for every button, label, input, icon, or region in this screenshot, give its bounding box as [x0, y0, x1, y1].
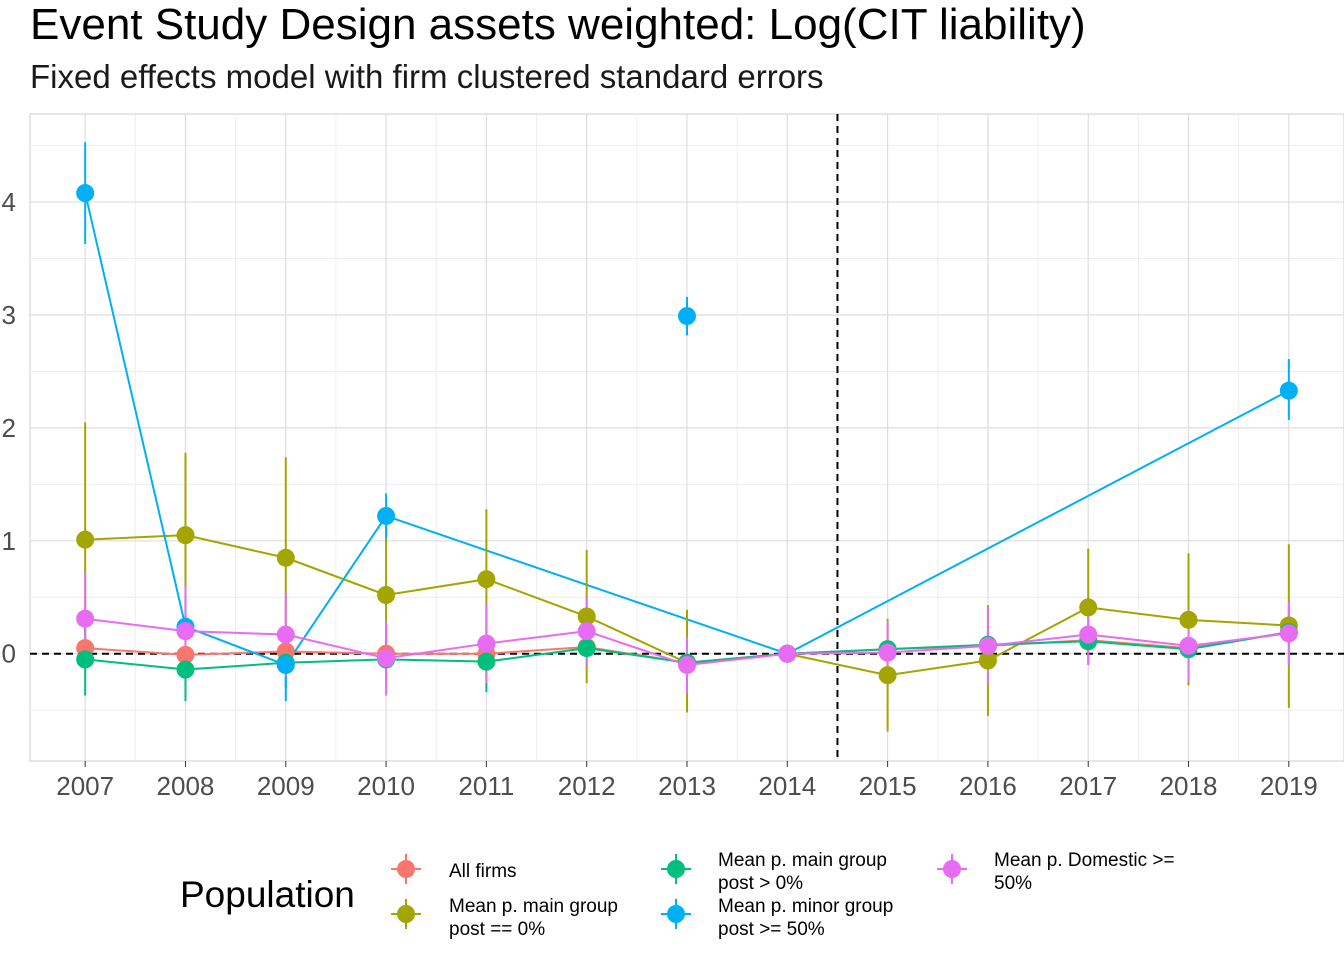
data-point-mean-p-domestic-50: [577, 622, 596, 641]
data-point-mean-p-main-group-post-0: [176, 526, 195, 545]
data-point-mean-p-main-group-post-0: [76, 650, 95, 669]
data-point-mean-p-domestic-50: [778, 644, 797, 663]
reference-lines: [30, 114, 1344, 761]
legend-label-mean-p-domestic-50: Mean p. Domestic >= 50%: [994, 850, 1175, 894]
x-tick-label: 2009: [257, 771, 315, 801]
data-point-mean-p-minor-group-post-50: [76, 184, 95, 203]
x-axis-ticks: 2007 2008 2009 2010 2011 2012 2013 2014 2015 2016…: [56, 761, 1318, 801]
data-point-mean-p-domestic-50: [1079, 625, 1098, 644]
x-tick-label: 2014: [758, 771, 816, 801]
chart-title: Event Study Design assets weighted: Log(…: [30, 0, 1086, 49]
data-point-mean-p-minor-group-post-50: [276, 656, 295, 675]
data-point-mean-p-main-group-post-0: [477, 570, 496, 589]
legend-key-point-mean-p-main-group-post-0: [397, 905, 415, 923]
data-point-mean-p-domestic-50: [878, 643, 897, 662]
data-point-mean-p-minor-group-post-50: [678, 307, 696, 326]
y-tick-label: 3: [2, 300, 16, 330]
legend-key-point-all-firms: [397, 860, 415, 878]
chart-subtitle: Fixed effects model with firm clustered …: [30, 58, 824, 95]
data-point-mean-p-main-group-post-0: [1179, 610, 1198, 629]
data-point-mean-p-domestic-50: [276, 625, 295, 644]
y-axis-ticks: 0 1 2 3 4: [2, 187, 16, 669]
data-point-mean-p-domestic-50: [76, 609, 95, 628]
data-point-mean-p-main-group-post-0: [176, 660, 195, 679]
legend: Population All firms Mean p. main group pos…: [180, 850, 1175, 940]
data-point-mean-p-main-group-post-0: [577, 639, 596, 658]
x-tick-label: 2008: [157, 771, 215, 801]
data-point-mean-p-main-group-post-0: [577, 607, 596, 626]
legend-label-mean-p-minor-group-post-50: Mean p. minor group post >= 50%: [718, 896, 893, 940]
data-point-mean-p-main-group-post-0: [477, 652, 496, 671]
x-tick-label: 2013: [658, 771, 716, 801]
y-tick-label: 1: [2, 526, 16, 556]
y-tick-label: 0: [2, 639, 16, 669]
x-tick-label: 2018: [1160, 771, 1218, 801]
data-point-mean-p-minor-group-post-50: [377, 506, 396, 525]
legend-label-mean-p-main-group-post-0: Mean p. main group post > 0%: [718, 850, 887, 894]
data-point-mean-p-domestic-50: [978, 636, 997, 655]
y-tick-label: 4: [2, 187, 16, 217]
x-tick-label: 2016: [959, 771, 1017, 801]
legend-label-all-firms: All firms: [449, 861, 517, 882]
data-point-mean-p-main-group-post-0: [1079, 598, 1098, 617]
data-point-all-firms: [176, 645, 195, 664]
data-point-mean-p-domestic-50: [176, 622, 195, 641]
data-point-mean-p-domestic-50: [678, 656, 696, 675]
legend-title: Population: [180, 874, 355, 915]
data-point-mean-p-domestic-50: [1279, 624, 1298, 643]
data-point-mean-p-domestic-50: [377, 649, 396, 668]
y-tick-label: 2: [2, 413, 16, 443]
x-tick-label: 2011: [458, 771, 514, 801]
data-point-mean-p-domestic-50: [1179, 636, 1198, 655]
data-point-mean-p-main-group-post-0: [76, 530, 95, 549]
x-tick-label: 2015: [859, 771, 917, 801]
data-points: [76, 184, 1298, 685]
series-line-mean-p-minor-group-post-50: [84, 192, 1290, 667]
legend-label-mean-p-main-group-post-0: Mean p. main group post == 0%: [449, 896, 618, 940]
data-point-mean-p-main-group-post-0: [276, 548, 295, 567]
x-tick-label: 2017: [1059, 771, 1117, 801]
data-point-mean-p-main-group-post-0: [978, 651, 997, 670]
legend-key-point-mean-p-domestic-50: [943, 860, 961, 878]
legend-key-point-mean-p-main-group-post-0: [667, 860, 685, 878]
data-point-mean-p-domestic-50: [477, 634, 496, 653]
x-tick-label: 2007: [56, 771, 114, 801]
x-tick-label: 2010: [357, 771, 415, 801]
legend-key-point-mean-p-minor-group-post-50: [667, 905, 685, 923]
data-point-mean-p-main-group-post-0: [377, 586, 396, 605]
x-tick-label: 2019: [1260, 771, 1318, 801]
data-point-mean-p-minor-group-post-50: [1279, 381, 1298, 400]
x-tick-label: 2012: [558, 771, 616, 801]
data-point-mean-p-main-group-post-0: [878, 666, 897, 685]
